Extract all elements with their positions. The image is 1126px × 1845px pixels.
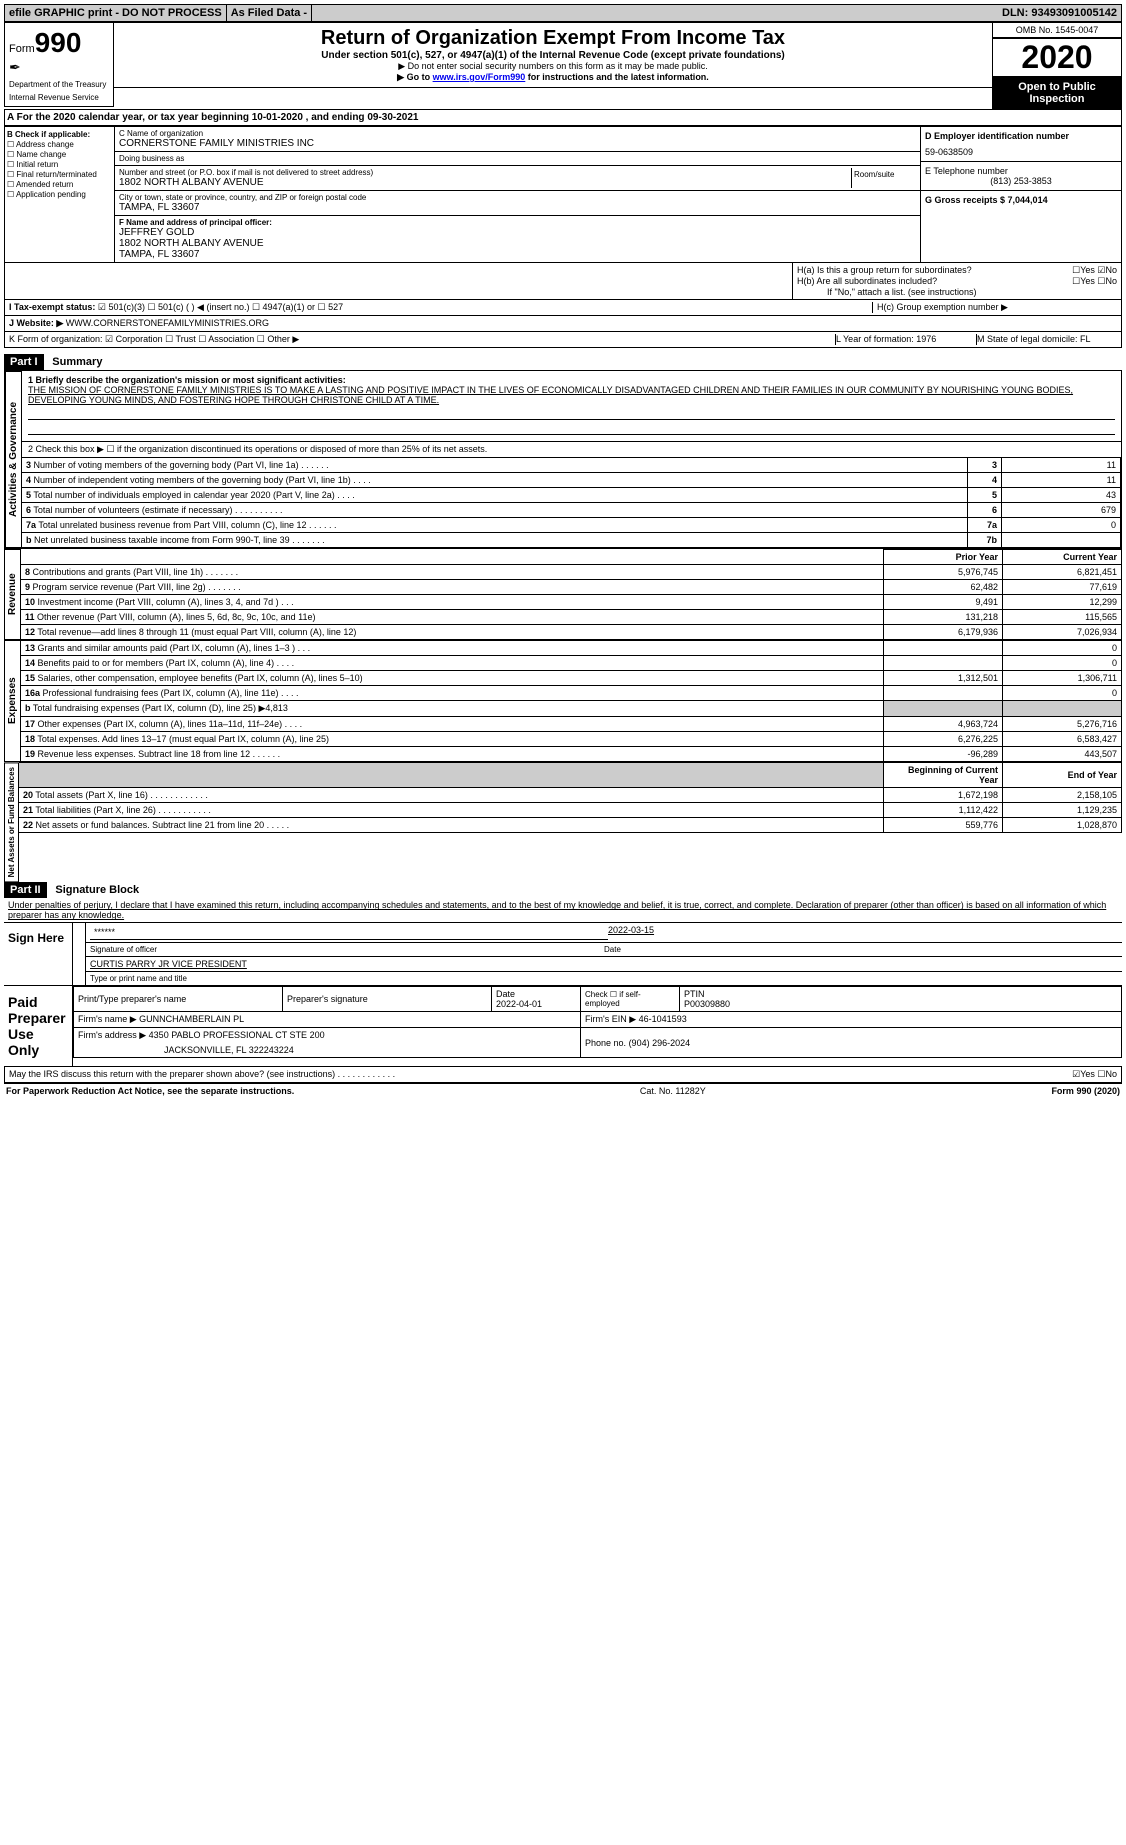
col-d-ein: D Employer identification number 59-0638…: [920, 127, 1121, 262]
table-row: b Total fundraising expenses (Part IX, c…: [21, 701, 1122, 717]
street-address: 1802 NORTH ALBANY AVENUE: [119, 177, 851, 188]
sign-date: 2022-03-15: [608, 925, 1118, 940]
expenses-section: Expenses 13 Grants and similar amounts p…: [4, 640, 1122, 762]
table-row: 15 Salaries, other compensation, employe…: [21, 671, 1122, 686]
discuss-row: May the IRS discuss this return with the…: [4, 1066, 1122, 1083]
table-row: 9 Program service revenue (Part VIII, li…: [21, 580, 1122, 595]
row-j-website: J Website: ▶ WWW.CORNERSTONEFAMILYMINIST…: [4, 316, 1122, 332]
table-row: 22 Net assets or fund balances. Subtract…: [19, 818, 1122, 833]
instructions-link: ▶ Go to www.irs.gov/Form990 for instruct…: [118, 72, 988, 83]
city-state-zip: TAMPA, FL 33607: [119, 202, 916, 213]
omb-number: OMB No. 1545-0047: [992, 22, 1122, 38]
officer-printed-name: CURTIS PARRY JR VICE PRESIDENT: [90, 959, 1118, 969]
irs-label: Internal Revenue Service: [9, 93, 109, 102]
ssn-notice: ▶ Do not enter social security numbers o…: [118, 61, 988, 72]
governance-table: 3 Number of voting members of the govern…: [22, 457, 1121, 548]
table-row: 21 Total liabilities (Part X, line 26) .…: [19, 803, 1122, 818]
table-row: 19 Revenue less expenses. Subtract line …: [21, 747, 1122, 762]
dln: DLN: 93493091005142: [998, 5, 1121, 21]
gross-receipts: G Gross receipts $ 7,044,014: [925, 195, 1117, 205]
efile-notice: efile GRAPHIC print - DO NOT PROCESS: [5, 5, 227, 21]
as-filed: As Filed Data -: [227, 5, 312, 21]
activities-governance-section: Activities & Governance 1 Briefly descri…: [4, 370, 1122, 549]
tax-year: 2020: [992, 38, 1122, 77]
table-row: 14 Benefits paid to or for members (Part…: [21, 656, 1122, 671]
table-row: 13 Grants and similar amounts paid (Part…: [21, 641, 1122, 656]
table-row: 4 Number of independent voting members o…: [22, 473, 1121, 488]
state-domicile: M State of legal domicile: FL: [977, 334, 1117, 345]
table-row: 17 Other expenses (Part IX, column (A), …: [21, 717, 1122, 732]
mission-text: THE MISSION OF CORNERSTONE FAMILY MINIST…: [28, 385, 1115, 405]
part2-header: Part II Signature Block: [4, 882, 1122, 898]
firm-phone: (904) 296-2024: [629, 1038, 691, 1048]
phone: (813) 253-3853: [925, 176, 1117, 186]
org-name: CORNERSTONE FAMILY MINISTRIES INC: [119, 138, 916, 149]
page-footer: For Paperwork Reduction Act Notice, see …: [4, 1083, 1122, 1098]
table-row: 16a Professional fundraising fees (Part …: [21, 686, 1122, 701]
website: WWW.CORNERSTONEFAMILYMINISTRIES.ORG: [63, 318, 269, 328]
table-row: 3 Number of voting members of the govern…: [22, 458, 1121, 473]
table-row: 6 Total number of volunteers (estimate i…: [22, 503, 1121, 518]
paid-preparer-section: Paid Preparer Use Only Print/Type prepar…: [4, 985, 1122, 1066]
public-inspection: Open to Public Inspection: [992, 77, 1122, 109]
firm-name: GUNNCHAMBERLAIN PL: [139, 1014, 244, 1024]
row-k-form-org: K Form of organization: ☑ Corporation ☐ …: [4, 332, 1122, 348]
table-row: 5 Total number of individuals employed i…: [22, 488, 1121, 503]
irs-link[interactable]: www.irs.gov/Form990: [433, 72, 526, 82]
dept-treasury: Department of the Treasury: [9, 80, 109, 89]
table-row: 8 Contributions and grants (Part VIII, l…: [21, 565, 1122, 580]
table-row: 11 Other revenue (Part VIII, column (A),…: [21, 610, 1122, 625]
form-title: Return of Organization Exempt From Incom…: [118, 27, 988, 50]
table-row: 20 Total assets (Part X, line 16) . . . …: [19, 788, 1122, 803]
top-bar: efile GRAPHIC print - DO NOT PROCESS As …: [4, 4, 1122, 22]
identity-section: B Check if applicable: ☐ Address change …: [4, 126, 1122, 263]
sign-here-section: Sign Here ******2022-03-15 Signature of …: [4, 922, 1122, 985]
perjury-declaration: Under penalties of perjury, I declare th…: [4, 898, 1122, 922]
form-subtitle: Under section 501(c), 527, or 4947(a)(1)…: [118, 50, 988, 61]
ptin: P00309880: [684, 999, 730, 1009]
section-a-tax-year: A For the 2020 calendar year, or tax yea…: [4, 109, 1122, 126]
part1-header: Part I Summary: [4, 354, 1122, 370]
officer-name: JEFFREY GOLD: [119, 227, 916, 238]
form-number-box: Form990 ✒ Department of the Treasury Int…: [4, 22, 114, 107]
year-formation: L Year of formation: 1976: [836, 334, 977, 345]
net-assets-table: Beginning of Current YearEnd of Year 20 …: [19, 762, 1122, 833]
table-row: b Net unrelated business taxable income …: [22, 533, 1121, 548]
expenses-table: 13 Grants and similar amounts paid (Part…: [21, 640, 1122, 762]
revenue-section: Revenue Prior YearCurrent Year 8 Contrib…: [4, 549, 1122, 640]
net-assets-section: Net Assets or Fund Balances Beginning of…: [4, 762, 1122, 882]
year-box: OMB No. 1545-0047 2020 Open to Public In…: [992, 22, 1122, 109]
row-i-tax-status: I Tax-exempt status: ☑ 501(c)(3) ☐ 501(c…: [4, 300, 1122, 316]
revenue-table: Prior YearCurrent Year 8 Contributions a…: [21, 549, 1122, 640]
firm-ein: 46-1041593: [639, 1014, 687, 1024]
table-row: 10 Investment income (Part VIII, column …: [21, 595, 1122, 610]
row-h: H(a) Is this a group return for subordin…: [4, 263, 1122, 300]
table-row: 7a Total unrelated business revenue from…: [22, 518, 1121, 533]
form-header: Form990 ✒ Department of the Treasury Int…: [4, 22, 1122, 109]
form-title-box: Return of Organization Exempt From Incom…: [114, 22, 992, 88]
table-row: 12 Total revenue—add lines 8 through 11 …: [21, 625, 1122, 640]
col-c-org-info: C Name of organization CORNERSTONE FAMIL…: [115, 127, 920, 262]
col-b-checkboxes: B Check if applicable: ☐ Address change …: [5, 127, 115, 262]
table-row: 18 Total expenses. Add lines 13–17 (must…: [21, 732, 1122, 747]
ein: 59-0638509: [925, 147, 1117, 157]
